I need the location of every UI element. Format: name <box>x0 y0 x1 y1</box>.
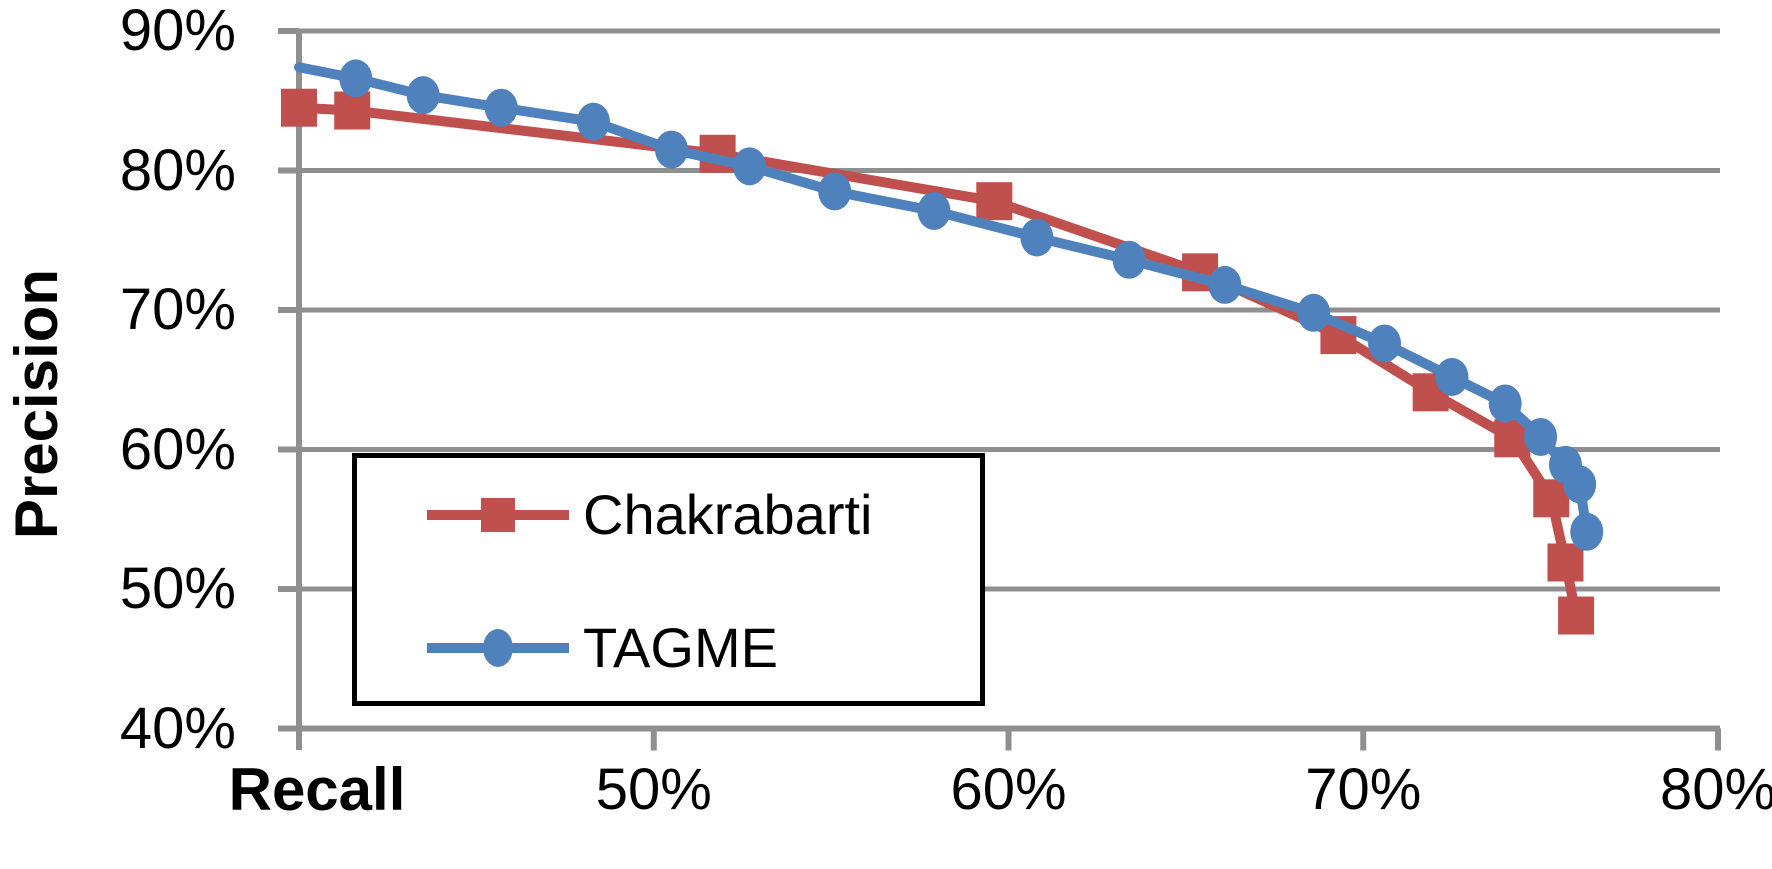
tagme-point-2 <box>484 88 518 127</box>
x-axis-title: Recall <box>228 756 406 823</box>
tagme-point-3 <box>576 102 610 141</box>
tagme-point-10 <box>1208 265 1242 304</box>
legend-label-chakrabarti: Chakrabarti <box>583 483 873 546</box>
tagme-point-8 <box>1020 218 1054 257</box>
legend-entry-tagme: TAGME <box>427 608 778 688</box>
chakrabarti-point-10 <box>1558 596 1595 635</box>
y-tick-label-40%: 40% <box>119 695 236 761</box>
y-tick-label-70%: 70% <box>119 277 236 342</box>
chakrabarti-swatch <box>427 475 569 555</box>
y-tick-label-80%: 80% <box>119 137 236 203</box>
y-tick-label-90%: 90% <box>119 0 236 63</box>
tagme-point-11 <box>1297 293 1331 332</box>
tagme-point-1 <box>406 76 440 115</box>
tagme-point-7 <box>917 191 951 230</box>
tagme-point-9 <box>1112 240 1146 279</box>
tagme-swatch <box>427 608 569 688</box>
tagme-point-13 <box>1435 357 1469 396</box>
x-tick-label-80%: 80% <box>1659 757 1772 822</box>
tagme-point-5 <box>733 147 767 186</box>
tagme-point-15 <box>1524 417 1558 456</box>
tagme-point-18 <box>1570 512 1604 551</box>
tagme-point-17 <box>1563 465 1597 504</box>
legend-label-tagme: TAGME <box>583 616 778 679</box>
x-tick-label-60%: 60% <box>950 757 1067 822</box>
legend: Chakrabarti TAGME <box>352 453 985 706</box>
y-tick-label-60%: 60% <box>119 416 236 482</box>
chakrabarti-point-3 <box>976 182 1013 221</box>
tagme-point-4 <box>654 130 688 169</box>
chakrabarti-point-9 <box>1547 543 1584 582</box>
chakrabarti-point-0 <box>281 88 317 127</box>
circle-marker-icon <box>483 629 513 667</box>
tagme-point-6 <box>818 172 852 211</box>
x-tick-label-70%: 70% <box>1305 757 1422 822</box>
x-tick-label-50%: 50% <box>595 757 712 822</box>
chakrabarti-point-1 <box>334 91 371 130</box>
tagme-point-0 <box>339 59 373 98</box>
tagme-point-12 <box>1368 324 1402 363</box>
y-axis-title: Precision <box>3 268 70 540</box>
legend-entry-chakrabarti: Chakrabarti <box>427 475 872 555</box>
y-tick-label-50%: 50% <box>119 556 236 621</box>
tagme-point-14 <box>1488 384 1522 423</box>
square-marker-icon <box>481 498 515 532</box>
